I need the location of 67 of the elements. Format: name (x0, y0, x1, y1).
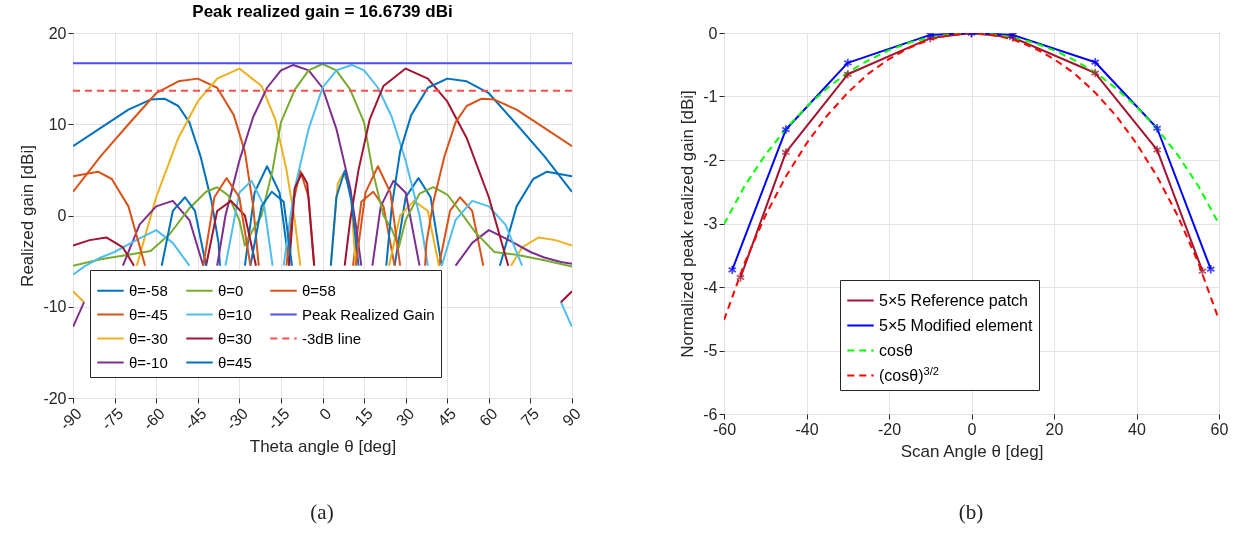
x-tick-label: 15 (351, 404, 376, 430)
legend-label: θ=45 (218, 353, 252, 371)
legend-label: θ=-45 (129, 305, 168, 323)
legend-label: θ=0 (218, 281, 244, 299)
y-tick-label: -2 (703, 151, 718, 169)
legend-label: cosθ (879, 341, 913, 359)
x-tick-label: 60 (1210, 420, 1229, 438)
x-tick-label: -15 (264, 404, 293, 434)
x-tick-label: 45 (434, 404, 460, 430)
legend-label: Peak Realized Gain (302, 305, 435, 323)
x-tick-label: 90 (559, 404, 584, 430)
text: (a) (310, 500, 334, 525)
y-tick-label: 0 (57, 207, 67, 224)
legend-label: -3dB line (302, 329, 362, 347)
y-axis-title: Realized gain [dBi] (18, 145, 38, 287)
legend-label: θ=-58 (129, 281, 168, 299)
x-tick-label: -60 (712, 420, 737, 438)
x-tick-label: 30 (392, 404, 418, 430)
x-tick-label: -30 (222, 404, 252, 434)
x-tick-label: -90 (56, 404, 85, 434)
legend-label: θ=-30 (129, 329, 168, 347)
legend-label: θ=30 (218, 329, 252, 347)
text: (b) (958, 500, 984, 525)
point (1090, 57, 1100, 68)
chart-title: Peak realized gain = 16.6739 dBi (192, 2, 453, 21)
legend-label: θ=-10 (129, 353, 168, 371)
point (1197, 266, 1208, 277)
point (843, 57, 853, 68)
legend-label: 5×5 Reference patch (879, 291, 1028, 309)
y-tick-label: -10 (43, 298, 67, 316)
x-tick-label: 0 (967, 420, 977, 438)
x-axis-title: Scan Angle θ [deg] (900, 441, 1044, 461)
x-tick-label: 75 (517, 404, 543, 430)
point (843, 69, 853, 80)
x-tick-label: -20 (877, 420, 902, 438)
legend-label: θ=10 (218, 305, 252, 323)
x-tick-label: 60 (476, 404, 501, 430)
x-tick-label: -40 (795, 420, 819, 438)
line-series (73, 63, 572, 268)
point (727, 264, 737, 275)
y-tick-label: -4 (703, 278, 718, 296)
y-tick-label: 10 (48, 115, 67, 133)
point (1152, 144, 1162, 155)
point (735, 272, 746, 283)
legend-label: (cosθ)$^{3/2}$ (879, 364, 940, 384)
legend-label: θ=58 (302, 281, 336, 299)
y-tick-label: -1 (703, 88, 718, 105)
x-tick-label: -60 (139, 404, 169, 434)
y-tick-label: -6 (703, 405, 718, 423)
x-axis-title: Theta angle θ [deg] (249, 437, 397, 457)
y-tick-label: -20 (43, 389, 67, 407)
x-tick-label: -75 (98, 404, 127, 434)
y-axis-title: Normalized peak realized gain [dBi] (678, 90, 698, 358)
y-tick-label: 20 (48, 24, 67, 42)
point (781, 147, 791, 158)
y-tick-label: 0 (708, 24, 718, 42)
x-tick-label: -45 (181, 404, 210, 434)
legend-label: 5×5 Modified element (879, 316, 1033, 334)
point (1090, 67, 1100, 79)
point (1206, 264, 1216, 275)
point (1152, 123, 1162, 134)
x-tick-label: 40 (1128, 420, 1146, 438)
x-tick-label: 20 (1045, 420, 1064, 438)
y-tick-label: -5 (703, 342, 718, 359)
y-tick-label: -3 (703, 215, 718, 232)
x-tick-label: 0 (316, 404, 335, 424)
point (781, 124, 791, 135)
